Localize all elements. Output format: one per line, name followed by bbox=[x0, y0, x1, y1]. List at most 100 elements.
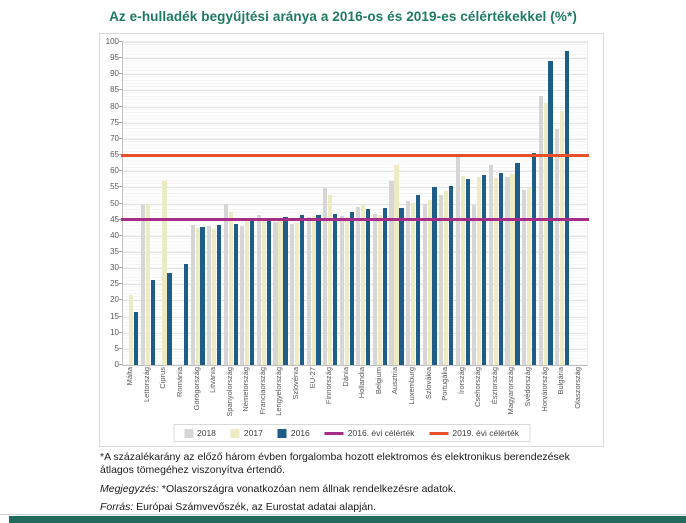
bar-2017-litv-nia bbox=[212, 228, 217, 365]
x-axis-label: Szlovákia bbox=[423, 367, 433, 400]
bar-2017-spanyolorsz-g bbox=[228, 211, 233, 365]
y-tick-label: 55 bbox=[110, 182, 119, 192]
y-tick-mark bbox=[118, 137, 122, 139]
legend-swatch-icon bbox=[183, 428, 193, 438]
y-tick-label: 60 bbox=[110, 166, 119, 176]
y-tick-label: 65 bbox=[110, 150, 119, 160]
legend-line-icon bbox=[429, 431, 449, 435]
gridline bbox=[123, 171, 587, 173]
y-tick-label: 35 bbox=[110, 246, 119, 256]
x-axis-label: Szlovénia bbox=[291, 367, 300, 400]
bar-2018-szlov-kia bbox=[422, 204, 427, 365]
y-tick-mark bbox=[118, 202, 122, 204]
legend-swatch-icon bbox=[277, 428, 287, 438]
y-tick-label: 85 bbox=[110, 85, 119, 95]
plot-area bbox=[118, 41, 589, 366]
target-line-45 bbox=[121, 218, 589, 222]
bar-2016--sztorsz-g bbox=[498, 172, 503, 365]
bar-2018-finnorsz-g bbox=[323, 188, 328, 365]
bar-2018-d-nia bbox=[339, 215, 344, 365]
y-tick-mark bbox=[118, 89, 122, 91]
y-tick-label: 45 bbox=[110, 214, 119, 224]
legend-label: 2016. évi célérték bbox=[347, 428, 415, 438]
y-axis: 0 5 10 15 20 25 30 35 40 45 50 55 60 65 70 75 80 85 90 95 10… bbox=[100, 37, 119, 369]
bar-2016-m-lta bbox=[134, 312, 139, 365]
bar-2016-hollandia bbox=[366, 209, 371, 365]
y-tick-mark bbox=[118, 364, 122, 365]
gridline bbox=[123, 332, 587, 334]
x-axis-label: Belgium bbox=[373, 367, 383, 395]
gridline bbox=[123, 316, 587, 318]
bar-2016-rom-nia bbox=[183, 263, 189, 365]
legend-item-2018: 2018 bbox=[183, 428, 216, 438]
legend-line-icon bbox=[324, 431, 344, 435]
bar-2016-finnorsz-g bbox=[333, 214, 338, 365]
legend-item-2016-vi-c-l-rt-k: 2016. évi célérték bbox=[324, 428, 415, 438]
y-tick-mark bbox=[118, 41, 122, 42]
legend-label: 2018 bbox=[196, 428, 216, 438]
bar-2017-lettorsz-g bbox=[145, 204, 150, 365]
bar-2018-litv-nia bbox=[207, 226, 212, 365]
y-tick-label: 75 bbox=[110, 117, 119, 127]
bar-2016-bulg-ria bbox=[565, 51, 570, 365]
bar-2017-n-metorsz-g bbox=[245, 219, 250, 365]
y-tick-mark bbox=[118, 105, 122, 107]
bar-2018-belgium bbox=[372, 213, 378, 365]
source-label: Forrás: bbox=[100, 501, 134, 513]
bar-2016-d-nia bbox=[349, 212, 354, 365]
bar-2016-franciaorsz-g bbox=[266, 219, 271, 365]
bar-2018-g-r-gorsz-g bbox=[190, 224, 195, 365]
x-axis-label: Románia bbox=[175, 367, 184, 398]
footnote-asterisk: *A százalékarány az előző három évben fo… bbox=[100, 451, 570, 476]
bar-2017-lengyelorsz-g bbox=[278, 218, 283, 365]
bar-2017-portug-lia bbox=[444, 190, 449, 365]
y-tick-mark bbox=[118, 186, 122, 188]
gridline bbox=[123, 90, 587, 92]
gridline bbox=[123, 187, 587, 189]
bar-2016-lengyelorsz-g bbox=[283, 217, 288, 365]
y-tick-mark bbox=[118, 299, 122, 301]
x-axis-label: Portugália bbox=[440, 367, 450, 401]
x-axis-label: Olaszország bbox=[572, 367, 582, 409]
source-line: Forrás: Európai Számvevőszék, az Eurosta… bbox=[100, 501, 620, 513]
x-axis-label: Finnország bbox=[324, 367, 334, 405]
bar-2016-szlov-kia bbox=[432, 186, 437, 365]
y-tick-mark bbox=[118, 154, 122, 156]
x-axis-label: Magyarország bbox=[506, 367, 516, 415]
bar-2018-magyarorsz-g bbox=[505, 177, 510, 365]
bar-2016-lettorsz-g bbox=[150, 280, 155, 365]
x-axis-label: Ausztria bbox=[390, 367, 400, 395]
bar-2017-magyarorsz-g bbox=[510, 173, 515, 365]
bar-2018-bulg-ria bbox=[555, 129, 560, 365]
legend-item-2016: 2016 bbox=[277, 428, 310, 438]
legend: 2018 2017 2016 2016. évi célérték 2019. évi … bbox=[172, 424, 531, 442]
legend-label: 2017 bbox=[243, 428, 263, 438]
x-axis-label: Észtország bbox=[489, 367, 499, 405]
bar-2018-n-metorsz-g bbox=[240, 225, 245, 365]
footer-band bbox=[0, 516, 686, 523]
x-axis-label: Németország bbox=[241, 367, 251, 412]
bar-2017-ciprus bbox=[162, 180, 167, 365]
y-tick-mark bbox=[118, 331, 122, 333]
bar-2017-csehorsz-g bbox=[477, 177, 482, 365]
bar-2016-eu-27 bbox=[316, 215, 321, 365]
bar-2018--sztorsz-g bbox=[488, 165, 494, 365]
bar-2017-d-nia bbox=[344, 216, 349, 365]
bar-2017-luxemburg bbox=[410, 203, 416, 365]
gridline bbox=[123, 106, 587, 108]
x-axis-label: Ciprus bbox=[158, 367, 168, 389]
bar-2018-horv-torsz-g bbox=[538, 95, 543, 365]
y-tick-mark bbox=[118, 170, 122, 172]
y-tick-mark bbox=[118, 315, 122, 317]
bar-2017-szlov-kia bbox=[427, 200, 432, 365]
legend-label: 2016 bbox=[290, 428, 310, 438]
y-tick-mark bbox=[118, 283, 122, 285]
footer-notch bbox=[0, 516, 9, 523]
bar-2017-bulg-ria bbox=[560, 110, 565, 365]
bar-2018-eu-27 bbox=[306, 217, 311, 365]
gridline bbox=[123, 58, 587, 60]
bar-2017-g-r-gorsz-g bbox=[195, 228, 200, 365]
y-tick-label: 25 bbox=[110, 279, 119, 289]
y-tick-label: 20 bbox=[110, 295, 119, 305]
note-text: *Olaszországra vonatkozóan nem állnak re… bbox=[158, 483, 457, 495]
